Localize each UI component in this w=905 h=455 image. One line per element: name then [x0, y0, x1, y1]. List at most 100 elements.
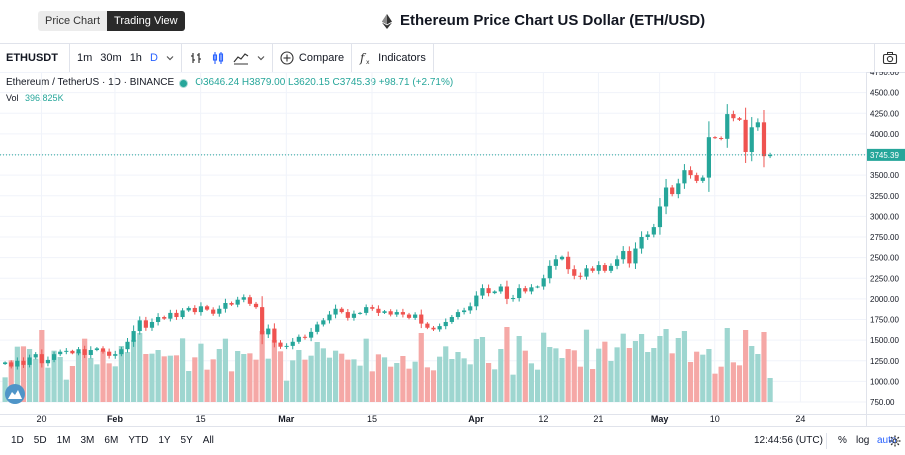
- interval-d-button[interactable]: D: [149, 52, 158, 64]
- candle-body: [309, 331, 314, 338]
- page-title-text: Ethereum Price Chart US Dollar (ETH/USD): [400, 12, 706, 29]
- volume-bar: [259, 331, 265, 402]
- volume-bar: [510, 374, 516, 402]
- candle: [9, 360, 14, 369]
- candle: [731, 110, 736, 122]
- candle: [455, 309, 461, 320]
- range-5d-button[interactable]: 5D: [33, 435, 47, 446]
- candle: [345, 308, 350, 321]
- volume-bar: [2, 377, 8, 402]
- interval-30m-button[interactable]: 30m: [100, 52, 122, 64]
- interval-dropdown-chevron-icon[interactable]: [162, 44, 178, 72]
- volume-bar: [461, 358, 467, 402]
- candle: [260, 296, 265, 345]
- volume-bar: [718, 366, 724, 402]
- candle: [76, 347, 81, 356]
- chart-style-chevron-icon[interactable]: [253, 44, 269, 72]
- candle: [504, 280, 510, 305]
- candle-body: [125, 341, 130, 350]
- page-title: Ethereum Price Chart US Dollar (ETH/USD): [382, 11, 705, 31]
- candle: [676, 178, 681, 199]
- candle-body: [162, 317, 167, 319]
- logo-badge[interactable]: [5, 384, 25, 404]
- range-1d-button[interactable]: 1D: [11, 435, 24, 446]
- candle-body: [694, 175, 699, 181]
- range-6m-button[interactable]: 6M: [104, 435, 119, 446]
- top-bar: Price Chart Trading View Ethereum Price …: [0, 0, 905, 42]
- settings-gear-icon[interactable]: [889, 435, 901, 447]
- volume-bar: [20, 346, 27, 402]
- compare-button[interactable]: Compare: [276, 44, 348, 72]
- range-1y-button[interactable]: 1Y: [158, 435, 171, 446]
- last-price-label: 3745.39: [870, 151, 899, 160]
- price-chart[interactable]: 4750.004500.004250.004000.003750.003500.…: [0, 72, 905, 426]
- y-axis-tick-label: 3250.00: [870, 192, 899, 201]
- candle-body: [474, 295, 479, 307]
- candle: [223, 298, 228, 313]
- volume-bar: [345, 359, 351, 402]
- candle-body: [480, 288, 485, 296]
- tab-price-chart[interactable]: Price Chart: [38, 11, 108, 31]
- utc-clock[interactable]: 12:44:56 (UTC): [754, 435, 823, 446]
- volume-bar: [51, 350, 57, 402]
- candle: [192, 305, 197, 315]
- candle: [33, 352, 38, 360]
- y-axis-tick-label: 2500.00: [870, 254, 899, 263]
- candle: [394, 309, 399, 317]
- candle-body: [15, 360, 20, 367]
- candle-body: [113, 354, 118, 356]
- candle-body: [131, 331, 136, 342]
- volume-bar: [375, 354, 382, 402]
- range-ytd-button[interactable]: YTD: [128, 435, 149, 446]
- toolbar-divider: [271, 44, 273, 72]
- symbol-search-button[interactable]: ETHUSDT: [6, 52, 58, 64]
- last-price-badge: [867, 148, 905, 161]
- candle: [186, 306, 191, 312]
- volume-bar: [669, 353, 675, 402]
- symbol-description: Ethereum / TetherUS · 1D · BINANCE: [6, 77, 175, 88]
- volume-bar: [118, 346, 124, 402]
- candle-body: [663, 187, 669, 207]
- tab-trading-view[interactable]: Trading View: [107, 11, 185, 31]
- candle-body: [510, 298, 516, 300]
- volume-bar: [712, 373, 718, 402]
- bars-style-icon[interactable]: [185, 44, 207, 72]
- volume-bar: [124, 352, 131, 402]
- candle: [21, 357, 26, 368]
- log-scale-button[interactable]: log: [856, 435, 870, 446]
- volume-bar: [167, 355, 173, 402]
- candle: [39, 349, 44, 368]
- candle: [413, 312, 418, 320]
- volume-bar: [608, 361, 614, 402]
- candle-body: [700, 177, 705, 181]
- candle: [125, 337, 130, 353]
- candle: [608, 263, 614, 274]
- range-3m-button[interactable]: 3M: [80, 435, 95, 446]
- auto-scale-button[interactable]: auto: [877, 435, 897, 446]
- candle: [737, 116, 742, 121]
- range-1m-button[interactable]: 1M: [56, 435, 71, 446]
- candle: [462, 307, 467, 315]
- camera-icon[interactable]: [874, 44, 905, 72]
- candle-body: [94, 348, 99, 351]
- volume-bar: [736, 365, 743, 402]
- candle: [198, 302, 204, 316]
- interval-1h-button[interactable]: 1h: [129, 52, 142, 64]
- candle: [388, 309, 393, 317]
- candle: [602, 262, 607, 273]
- area-style-icon[interactable]: [229, 44, 253, 72]
- candle: [45, 356, 51, 367]
- interval-1m-button[interactable]: 1m: [77, 52, 93, 64]
- range-5y-button[interactable]: 5Y: [180, 435, 193, 446]
- candles-style-icon[interactable]: [207, 44, 229, 72]
- candle-body: [137, 320, 142, 332]
- candle: [419, 309, 424, 329]
- volume-label: Vol: [6, 93, 19, 103]
- percent-scale-button[interactable]: %: [838, 435, 847, 446]
- volume-bar: [675, 338, 681, 402]
- volume-bar: [161, 356, 167, 402]
- volume-bar: [455, 352, 461, 402]
- range-all-button[interactable]: All: [202, 435, 214, 446]
- candle-body: [180, 310, 185, 318]
